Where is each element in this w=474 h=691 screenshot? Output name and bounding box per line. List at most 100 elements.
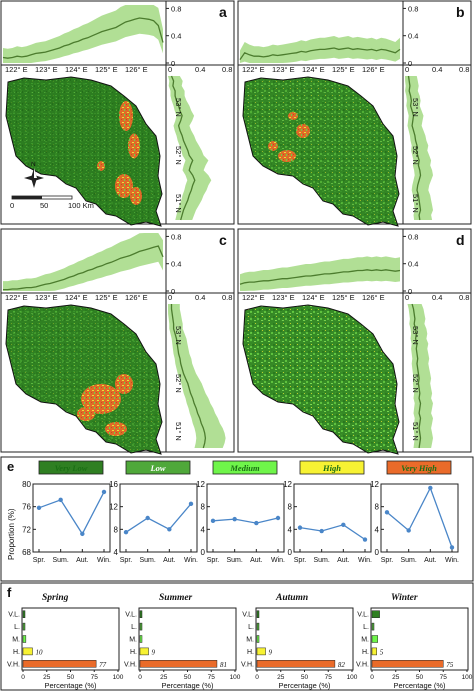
xtick-label: 0 bbox=[370, 674, 374, 681]
legend-box bbox=[386, 460, 452, 475]
chart-title: Summer bbox=[159, 593, 193, 603]
lon-tick-label: 124° E bbox=[65, 293, 88, 302]
xtick-label: Sum. bbox=[226, 557, 242, 564]
lon-tick-label: 123° E bbox=[272, 293, 295, 302]
side-xtick-label: 0.8 bbox=[459, 293, 469, 302]
lon-tick-label: 124° E bbox=[65, 65, 88, 74]
row-label: V.L. bbox=[125, 612, 137, 619]
side-xtick-label: 0.8 bbox=[222, 65, 232, 74]
map-panel-d: 0.8 0.4 0 122° E 123° E 124° E 125° E 126° E 0 0.… bbox=[237, 228, 472, 455]
north-arrow-highlight bbox=[34, 168, 37, 178]
xtick-label: Sum. bbox=[400, 557, 416, 564]
xtick-label: Win. bbox=[271, 557, 285, 564]
ytick-label: 4 bbox=[288, 525, 293, 534]
ytick-label: 76 bbox=[22, 503, 31, 512]
map-panels: 0.8 0.4 0 122° E 123° E 124° E 125° E 126° E 0 0.… bbox=[0, 0, 472, 455]
side-xtick-label: 0 bbox=[405, 293, 409, 302]
data-point bbox=[101, 489, 107, 495]
legend-box bbox=[299, 460, 365, 475]
row-label: V.L. bbox=[8, 612, 20, 619]
xtick-label: 100 bbox=[230, 674, 241, 681]
row-label: H. bbox=[362, 649, 369, 656]
lat-tick-label: 52° N bbox=[411, 146, 420, 165]
top-ytick-label: 0 bbox=[171, 59, 175, 68]
bar bbox=[22, 622, 26, 631]
xtick-label: 75 bbox=[325, 674, 333, 681]
xtick-label: Sum. bbox=[139, 557, 155, 564]
map-hotspot bbox=[119, 101, 133, 131]
top-profile-line bbox=[239, 269, 401, 285]
bar-chart-autumn: Autumn V.L. L. M. H. 9 V.H. 82 0 25 50 75 100 Percent… bbox=[241, 593, 358, 690]
north-label: N bbox=[31, 161, 36, 168]
bar-chart-spring: Spring V.L. L. M. H. 10 V.H. 77 0 25 50 75 100 Percen… bbox=[7, 593, 124, 690]
row-label: L. bbox=[131, 624, 137, 631]
bar bbox=[371, 660, 444, 668]
xtick-label: 100 bbox=[462, 674, 473, 681]
xtick-label: 100 bbox=[347, 674, 358, 681]
side-profile-line bbox=[170, 304, 207, 449]
xtick-label: Spr. bbox=[207, 557, 220, 564]
xtick-label: 50 bbox=[67, 674, 75, 681]
series-line bbox=[386, 486, 453, 548]
xtick-label: 0 bbox=[21, 674, 25, 681]
panel-letter: d bbox=[456, 232, 465, 248]
bar bbox=[371, 647, 377, 656]
side-xtick-label: 0.4 bbox=[432, 293, 442, 302]
lon-tick-label: 123° E bbox=[272, 65, 295, 74]
lat-tick-label: 52° N bbox=[174, 374, 183, 393]
plot-frame bbox=[119, 483, 198, 553]
side-profile-line bbox=[170, 75, 196, 221]
xtick-label: Sum. bbox=[52, 557, 68, 564]
side-profile-band bbox=[407, 304, 433, 448]
side-xtick-label: 0 bbox=[168, 65, 172, 74]
lon-tick-label: 126° E bbox=[125, 293, 148, 302]
map-panel-c: 0.8 0.4 0 122° E 123° E 124° E 125° E 126° E 0 0.… bbox=[0, 228, 235, 455]
xtick-label: 75 bbox=[208, 674, 216, 681]
row-label: M. bbox=[129, 637, 137, 644]
series-line bbox=[38, 491, 105, 536]
data-point bbox=[188, 501, 194, 507]
row-label: H. bbox=[130, 649, 137, 656]
xtick-label: Aut. bbox=[424, 557, 437, 564]
legend-box bbox=[212, 460, 278, 475]
xtick-label: 25 bbox=[392, 674, 400, 681]
map-hotspot bbox=[296, 124, 310, 138]
xtick-label: 100 bbox=[113, 674, 124, 681]
map-hotspot bbox=[81, 384, 121, 414]
panel-e-letter: e bbox=[7, 459, 14, 474]
scale-label: 50 bbox=[40, 201, 48, 210]
series-line bbox=[125, 503, 192, 533]
bar bbox=[256, 635, 260, 643]
panel-letter: b bbox=[456, 4, 465, 20]
lat-tick-label: 53° N bbox=[411, 98, 420, 117]
side-profile-line bbox=[407, 75, 422, 221]
xtick-label: Aut. bbox=[337, 557, 350, 564]
bar-chart-winter: Winter V.L. L. M. H. 5 V.H. 75 0 25 50 75 100 Percent… bbox=[356, 593, 473, 690]
data-point bbox=[384, 510, 390, 515]
top-ytick-label: 0.4 bbox=[171, 260, 181, 269]
top-ytick-label: 0.8 bbox=[408, 4, 418, 13]
plot-frame bbox=[380, 483, 459, 553]
side-profile-band bbox=[168, 76, 212, 220]
xtick-label: 0 bbox=[138, 674, 142, 681]
lon-tick-label: 125° E bbox=[332, 65, 355, 74]
lat-tick-label: 52° N bbox=[174, 146, 183, 165]
side-xtick-label: 0.4 bbox=[195, 293, 205, 302]
bar bbox=[256, 660, 336, 668]
bar bbox=[139, 660, 218, 668]
lon-tick-label: 124° E bbox=[302, 65, 325, 74]
bar-value-label: 82 bbox=[338, 661, 346, 669]
bar bbox=[256, 622, 260, 631]
ytick-label: 4 bbox=[114, 548, 119, 557]
ytick-label: 4 bbox=[375, 525, 380, 534]
xtick-label: Aut. bbox=[163, 557, 176, 564]
data-point bbox=[123, 529, 129, 535]
top-ytick-label: 0 bbox=[171, 287, 175, 296]
bar bbox=[256, 610, 260, 618]
bar-value-label: 77 bbox=[99, 661, 107, 669]
row-label: V.H. bbox=[124, 661, 137, 668]
top-ytick-label: 0 bbox=[408, 59, 412, 68]
